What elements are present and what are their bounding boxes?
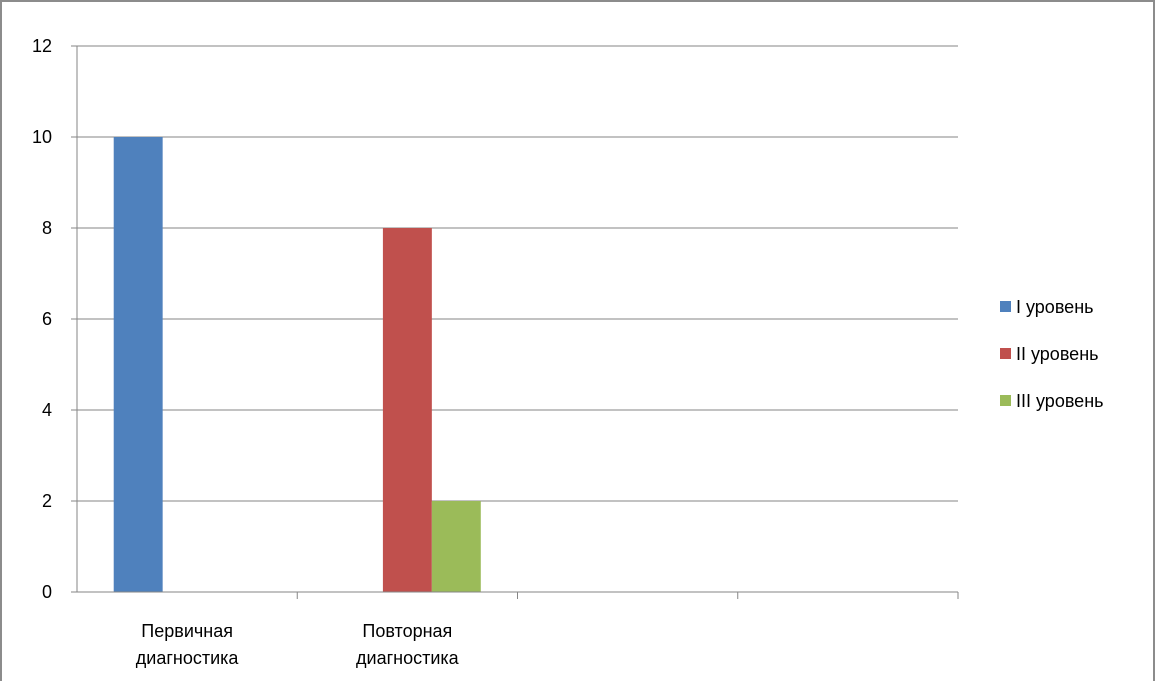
y-tick-label: 6 xyxy=(42,309,52,329)
legend-item: II уровень xyxy=(1000,344,1099,364)
legend-item: III уровень xyxy=(1000,391,1104,411)
x-tick-label: диагностика xyxy=(356,648,460,668)
x-tick-label: Первичная xyxy=(141,621,233,641)
y-tick-label: 10 xyxy=(32,127,52,147)
y-tick-label: 0 xyxy=(42,582,52,602)
axes xyxy=(71,46,959,599)
legend-swatch xyxy=(1000,301,1011,312)
legend: I уровень II уровень III уровень xyxy=(1000,297,1104,411)
y-tick-label: 12 xyxy=(32,36,52,56)
legend-label: I уровень xyxy=(1016,297,1094,317)
x-tick-label: диагностика xyxy=(136,648,240,668)
y-tick-label: 2 xyxy=(42,491,52,511)
y-tick-label: 8 xyxy=(42,218,52,238)
legend-item: I уровень xyxy=(1000,297,1094,317)
y-tick-labels: 0 2 4 6 8 10 12 xyxy=(32,36,52,602)
bar xyxy=(382,228,432,592)
legend-label: II уровень xyxy=(1016,344,1099,364)
bar xyxy=(113,137,163,592)
x-tick-label: Повторная xyxy=(362,621,452,641)
gridlines xyxy=(71,45,958,502)
x-tick-labels: Первичная диагностика Повторная диагностика xyxy=(136,621,460,668)
bars xyxy=(113,137,481,592)
legend-label: III уровень xyxy=(1016,391,1104,411)
y-tick-label: 4 xyxy=(42,400,52,420)
legend-swatch xyxy=(1000,395,1011,406)
bar xyxy=(431,501,481,592)
legend-swatch xyxy=(1000,348,1011,359)
